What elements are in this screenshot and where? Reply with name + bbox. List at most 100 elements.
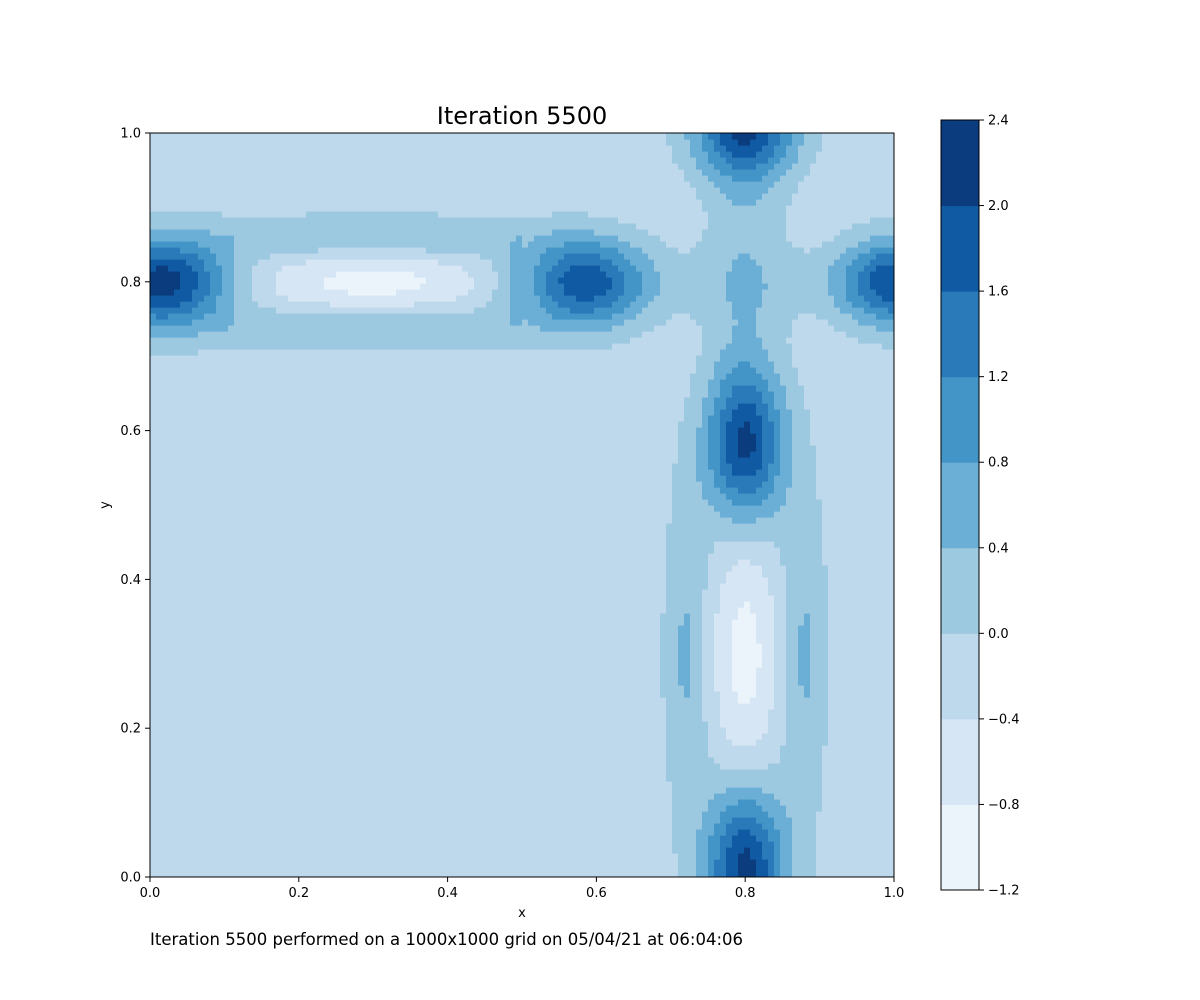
contour-cell xyxy=(198,769,205,776)
contour-cell xyxy=(198,181,205,188)
contour-cell xyxy=(318,265,325,272)
contour-cell xyxy=(198,271,205,278)
contour-cell xyxy=(168,823,175,830)
contour-cell xyxy=(234,451,241,458)
contour-cell xyxy=(240,811,247,818)
contour-cell xyxy=(186,853,193,860)
contour-cell xyxy=(324,157,331,164)
contour-cell xyxy=(288,511,295,518)
contour-cell xyxy=(192,223,199,230)
contour-cell xyxy=(384,175,391,182)
contour-cell xyxy=(210,409,217,416)
contour-cell xyxy=(318,631,325,638)
contour-cell xyxy=(186,493,193,500)
contour-cell xyxy=(378,475,385,482)
contour-cell xyxy=(306,529,313,536)
contour-cell xyxy=(324,271,331,278)
contour-cell xyxy=(198,529,205,536)
contour-cell xyxy=(210,313,217,320)
contour-cell xyxy=(180,613,187,620)
contour-cell xyxy=(174,703,181,710)
contour-cell xyxy=(168,391,175,398)
contour-cell xyxy=(324,673,331,680)
contour-cell xyxy=(282,427,289,434)
contour-cell xyxy=(150,373,157,380)
contour-cell xyxy=(294,475,301,482)
contour-cell xyxy=(324,841,331,848)
contour-cell xyxy=(348,217,355,224)
contour-cell xyxy=(252,223,259,230)
contour-cell xyxy=(186,403,193,410)
contour-cell xyxy=(318,865,325,872)
contour-cell xyxy=(174,619,181,626)
contour-cell xyxy=(390,805,397,812)
contour-cell xyxy=(186,823,193,830)
contour-cell xyxy=(318,463,325,470)
contour-cell xyxy=(288,499,295,506)
contour-cell xyxy=(186,229,193,236)
contour-cell xyxy=(312,301,319,308)
contour-cell xyxy=(210,355,217,362)
contour-cell xyxy=(168,523,175,530)
contour-cell xyxy=(234,751,241,758)
contour-cell xyxy=(366,505,373,512)
contour-cell xyxy=(270,301,277,308)
contour-cell xyxy=(282,535,289,542)
contour-cell xyxy=(288,439,295,446)
contour-cell xyxy=(300,211,307,218)
contour-cell xyxy=(372,733,379,740)
contour-cell xyxy=(282,709,289,716)
contour-cell xyxy=(324,205,331,212)
contour-cell xyxy=(192,649,199,656)
contour-cell xyxy=(252,547,259,554)
contour-cell xyxy=(216,331,223,338)
contour-cell xyxy=(228,289,235,296)
contour-cell xyxy=(342,349,349,356)
contour-cell xyxy=(150,247,157,254)
contour-cell xyxy=(348,241,355,248)
contour-cell xyxy=(342,169,349,176)
contour-cell xyxy=(276,241,283,248)
contour-cell xyxy=(294,379,301,386)
contour-cell xyxy=(318,151,325,158)
contour-cell xyxy=(288,151,295,158)
contour-cell xyxy=(264,499,271,506)
contour-cell xyxy=(246,277,253,284)
contour-cell xyxy=(348,607,355,614)
contour-cell xyxy=(318,517,325,524)
contour-cell xyxy=(264,145,271,152)
contour-cell xyxy=(198,163,205,170)
contour-cell xyxy=(210,265,217,272)
contour-cell xyxy=(318,301,325,308)
contour-cell xyxy=(306,667,313,674)
contour-cell xyxy=(342,535,349,542)
contour-cell xyxy=(264,451,271,458)
contour-cell xyxy=(198,193,205,200)
contour-cell xyxy=(300,667,307,674)
contour-cell xyxy=(360,355,367,362)
contour-cell xyxy=(192,331,199,338)
contour-cell xyxy=(264,481,271,488)
contour-cell xyxy=(156,277,163,284)
contour-cell xyxy=(180,199,187,206)
contour-cell xyxy=(366,301,373,308)
contour-cell xyxy=(234,409,241,416)
contour-cell xyxy=(252,637,259,644)
contour-cell xyxy=(186,703,193,710)
contour-cell xyxy=(204,649,211,656)
contour-cell xyxy=(168,673,175,680)
contour-cell xyxy=(198,847,205,854)
contour-cell xyxy=(192,619,199,626)
contour-cell xyxy=(282,787,289,794)
contour-cell xyxy=(186,679,193,686)
contour-cell xyxy=(366,793,373,800)
contour-cell xyxy=(276,691,283,698)
contour-cell xyxy=(216,409,223,416)
contour-cell xyxy=(180,793,187,800)
contour-cell xyxy=(222,205,229,212)
contour-cell xyxy=(276,847,283,854)
contour-cell xyxy=(378,709,385,716)
contour-cell xyxy=(288,817,295,824)
contour-cell xyxy=(294,205,301,212)
contour-cell xyxy=(192,781,199,788)
